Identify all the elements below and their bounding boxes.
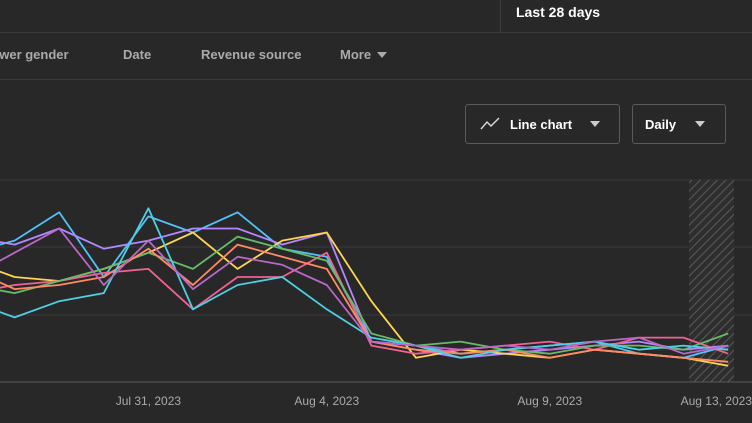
divider [0,79,752,80]
tab-more[interactable]: More [340,47,388,62]
line-chart: Jul 31, 2023 Aug 4, 2023 Aug 9, 2023 Aug… [0,150,752,423]
top-bar: Last 28 days [0,0,752,32]
breakdown-tabs: ewer gender Date Revenue source More [0,33,752,79]
series-line-2 [0,227,729,359]
x-tick-label: Jul 31, 2023 [115,394,182,408]
series-line-7 [0,207,729,359]
granularity-select[interactable]: Daily [632,104,726,144]
series-line-5 [0,235,729,355]
x-tick-label: Aug 4, 2023 [294,394,360,408]
divider [0,32,752,33]
chevron-down-icon [695,121,705,127]
series-line-1 [0,211,729,359]
chart-type-select[interactable]: Line chart [465,104,620,144]
date-range-selector[interactable]: Last 28 days [500,0,752,32]
line-chart-icon [480,117,500,130]
tab-revenue-source[interactable]: Revenue source [201,47,302,62]
granularity-label: Daily [645,116,677,132]
x-tick-label: Aug 9, 2023 [517,394,583,408]
series-layer [0,207,729,367]
chart-canvas [0,179,752,383]
date-range-label: Last 28 days [516,4,601,20]
chart-type-label: Line chart [510,116,573,132]
tab-more-label: More [340,47,372,62]
series-line-8 [0,227,729,355]
series-line-6 [0,243,729,363]
x-tick-label: Aug 13, 2023 [680,394,752,408]
chevron-down-icon [590,121,600,127]
chevron-down-icon [377,51,388,58]
tab-date[interactable]: Date [123,47,152,62]
tab-viewer-gender[interactable]: ewer gender [0,47,69,62]
